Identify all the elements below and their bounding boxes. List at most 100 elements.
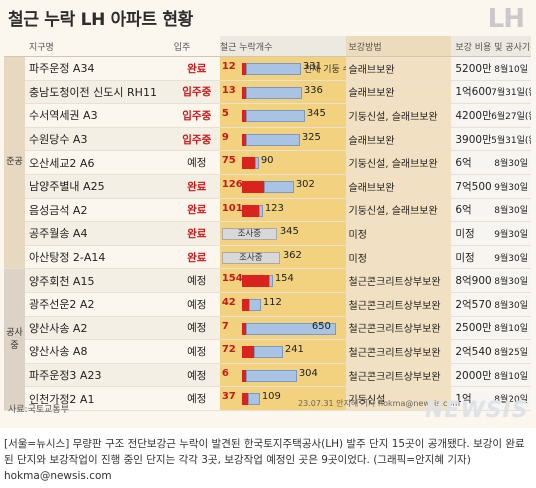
missing-rebar-bar	[241, 86, 246, 99]
total-columns-value: 304	[298, 367, 318, 379]
reinforcement-cost: 5200만(원)	[451, 56, 492, 81]
method-text: 철근콘크리트상부보완	[348, 277, 441, 289]
completion-date: 8월30일	[491, 292, 531, 317]
method-text: 슬래브보완	[348, 88, 395, 100]
completion-date: 9월30일	[491, 245, 531, 270]
site-name: 남양주별내 A25	[24, 174, 174, 199]
total-columns-bar	[258, 204, 263, 217]
reinforcement-method: 철근콘크리트상부보완	[345, 268, 452, 293]
rebar-bar-cell: 72 241	[219, 339, 346, 364]
header-status: 입주	[173, 36, 220, 57]
header-name: 지구명	[24, 36, 174, 57]
total-columns-value: 325	[301, 131, 321, 143]
missing-rebar-bar	[241, 298, 249, 311]
occupancy-status: 완료	[173, 245, 220, 270]
total-columns-value: 345	[279, 226, 299, 238]
occupancy-status: 입주중	[173, 103, 220, 128]
header-group	[4, 36, 25, 57]
missing-rebar-bar	[241, 346, 254, 359]
reinforcement-cost: 3900만	[451, 127, 492, 152]
reinforcement-method: 미정	[345, 245, 452, 270]
header-method: 보강방법	[345, 36, 452, 57]
completion-date: 8월10일	[491, 56, 531, 81]
missing-rebar-value: 13	[221, 84, 236, 96]
group-label-in-progress: 공사 중	[4, 268, 25, 411]
missing-rebar-bar	[241, 393, 248, 406]
completion-date: 8월10일	[491, 363, 531, 388]
rebar-bar-cell: 126 302	[219, 174, 346, 199]
occupancy-status: 예정	[173, 292, 220, 317]
completion-date: 8월30일	[491, 268, 531, 293]
table-row: 양산사송 A2 예정 7 650 철근콘크리트상부보완 2500만 8월10일	[4, 316, 531, 341]
missing-rebar-value: 101	[221, 202, 243, 214]
occupancy-status: 입주중	[173, 127, 220, 152]
table-row: 아산탕정 2-A14 완료 조사중 362 미정 미정 9월30일	[4, 245, 531, 270]
reinforcement-method: 슬래브보완	[345, 56, 452, 81]
total-columns-value: 112	[262, 296, 282, 308]
apartment-table: 지구명 입주 철근 누락개수 보강방법 보강 비용 및 공사기간 준공 파주운정 …	[4, 36, 531, 411]
table-row: 파주운정3 A23 예정 6 304 철근콘크리트상부보완 2000만 8월10일	[4, 363, 531, 388]
total-columns-bar	[245, 133, 300, 146]
total-columns-bar	[245, 369, 297, 382]
total-columns-bar	[254, 157, 259, 170]
total-columns-value: 650	[311, 320, 331, 332]
rebar-bar-cell: 75 90	[219, 150, 346, 175]
method-text: 철근콘크리트상부보완	[348, 300, 441, 312]
rebar-bar-cell: 42 112	[219, 292, 346, 317]
missing-rebar-bar	[241, 63, 246, 75]
occupancy-status: 입주중	[173, 80, 220, 105]
header-cost: 보강 비용 및 공사기간	[451, 36, 531, 57]
table-row: 인천가정2 A1 예정 37 109 기둥신설 1억 8월20일	[4, 386, 531, 411]
site-name: 광주선운2 A2	[24, 292, 174, 317]
occupancy-status: 예정	[173, 268, 220, 293]
rebar-bar-cell: 5 345	[219, 103, 346, 128]
total-columns-note: 전체 기둥 수	[303, 65, 346, 75]
total-columns-value: 336	[303, 84, 323, 96]
source-note: 사료:국토교통부	[8, 405, 69, 415]
completion-date: 8월25일	[491, 339, 531, 364]
site-name: 충남도청이전 신도시 RH11	[24, 80, 174, 105]
reinforcement-method: 철근콘크리트상부보완	[345, 363, 452, 388]
survey-bar: 조사중	[221, 228, 277, 241]
occupancy-status: 완료	[173, 221, 220, 246]
method-text: 기둥신설	[348, 395, 386, 407]
rebar-bar-cell: 조사중 345	[219, 221, 346, 246]
missing-rebar-value: 75	[221, 155, 236, 167]
method-text: 기둥신설, 슬래브보완	[348, 206, 438, 218]
method-text: 기둥신설, 슬래브보완	[348, 159, 438, 171]
occupancy-status: 예정	[173, 339, 220, 364]
rebar-bar-cell: 101 123	[219, 198, 346, 223]
total-columns-bar	[247, 393, 260, 406]
reinforcement-method: 기둥신설, 슬래브보완	[345, 103, 452, 128]
completion-date: 8월30일	[491, 198, 531, 223]
missing-rebar-value: 42	[221, 296, 236, 308]
total-columns-bar	[253, 346, 283, 359]
reinforcement-cost: 2억5700만	[451, 292, 492, 317]
reinforcement-cost: 2000만	[451, 363, 492, 388]
missing-rebar-value: 126	[221, 178, 243, 190]
rebar-bar-cell: 37 109	[219, 386, 346, 411]
total-columns-bar	[268, 275, 273, 288]
completion-date: 8월30일	[491, 150, 531, 175]
reinforcement-method: 슬래브보완	[345, 80, 452, 105]
reinforcement-cost: 2억5400만	[451, 339, 492, 364]
total-columns-bar	[245, 86, 302, 99]
site-name: 양산사송 A8	[24, 339, 174, 364]
reinforcement-cost: 미정	[451, 221, 492, 246]
site-name: 수원당수 A3	[24, 127, 174, 152]
method-text: 기둥신설, 슬래브보완	[348, 111, 438, 123]
method-text: 슬래브보완	[348, 64, 395, 76]
missing-rebar-value: 9	[221, 131, 229, 143]
total-columns-bar	[245, 322, 336, 335]
credit-line: 23.07.31 안지혜 기자 hokma@newsis.com	[298, 399, 461, 408]
total-columns-value: 362	[282, 249, 302, 261]
method-text: 철근콘크리트상부보완	[348, 324, 441, 336]
total-columns-bar	[245, 63, 301, 75]
survey-bar: 조사중	[221, 251, 280, 264]
total-columns-value: 241	[284, 344, 304, 356]
